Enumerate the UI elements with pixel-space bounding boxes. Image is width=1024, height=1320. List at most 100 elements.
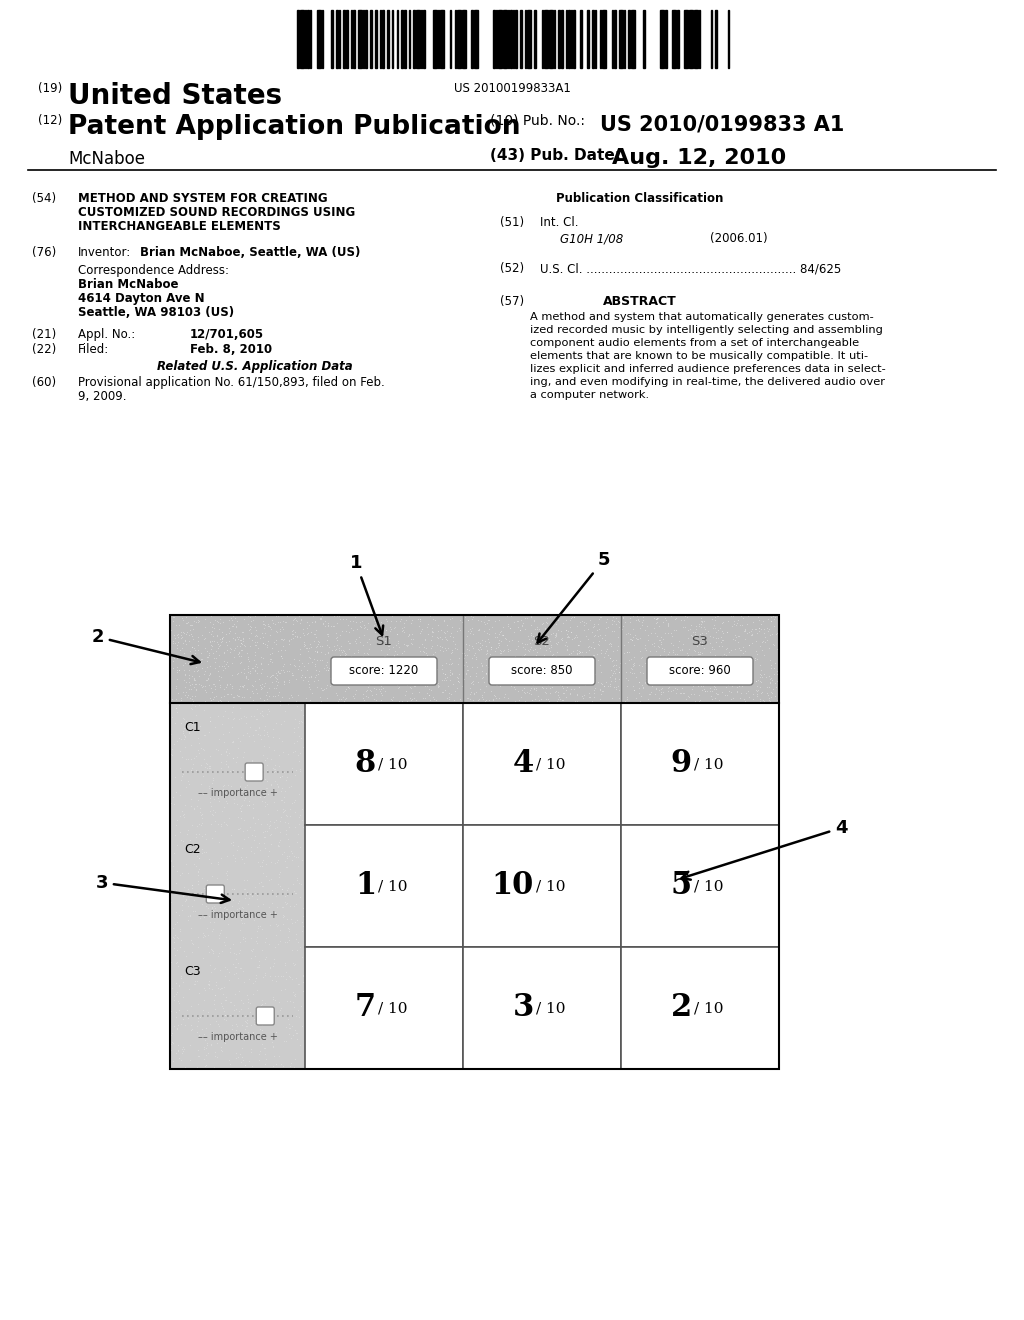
Point — [523, 684, 540, 705]
Point — [603, 634, 620, 655]
Point — [278, 804, 294, 825]
Point — [233, 632, 250, 653]
Point — [477, 606, 494, 627]
Point — [558, 686, 574, 708]
Point — [171, 975, 187, 997]
Point — [196, 924, 212, 945]
Point — [245, 657, 261, 678]
Point — [292, 639, 308, 660]
Point — [257, 820, 273, 841]
Point — [193, 1006, 209, 1027]
Point — [249, 626, 265, 647]
Point — [438, 628, 455, 649]
Text: 2: 2 — [671, 993, 692, 1023]
Point — [596, 676, 612, 697]
Point — [175, 729, 191, 750]
Point — [197, 628, 213, 649]
Point — [715, 611, 731, 632]
Point — [552, 689, 568, 710]
Bar — [614, 11, 615, 69]
Point — [562, 656, 579, 677]
Point — [210, 851, 226, 873]
Point — [204, 828, 220, 849]
Point — [663, 664, 679, 685]
Point — [539, 607, 555, 628]
Point — [703, 639, 720, 660]
Point — [659, 659, 676, 680]
Point — [211, 609, 227, 630]
Point — [580, 618, 596, 639]
Point — [210, 945, 226, 966]
Point — [710, 619, 726, 640]
Point — [543, 636, 559, 657]
Point — [207, 609, 223, 630]
Point — [232, 730, 249, 751]
Point — [231, 652, 248, 673]
Point — [395, 612, 412, 634]
Point — [307, 640, 324, 661]
Point — [219, 958, 236, 979]
Point — [228, 685, 245, 706]
Point — [734, 615, 751, 636]
Point — [213, 714, 229, 735]
Point — [502, 665, 518, 686]
Point — [289, 730, 305, 751]
Point — [169, 834, 185, 855]
Bar — [316, 11, 318, 69]
Point — [226, 647, 243, 668]
Point — [756, 664, 772, 685]
Point — [484, 648, 501, 669]
Point — [289, 870, 305, 891]
Point — [690, 676, 707, 697]
Point — [312, 607, 329, 628]
Point — [244, 1015, 260, 1036]
Point — [566, 690, 583, 711]
Point — [626, 675, 642, 696]
Point — [586, 626, 602, 647]
Point — [307, 636, 324, 657]
Point — [213, 743, 229, 764]
Point — [378, 668, 394, 689]
Point — [701, 681, 718, 702]
Bar — [549, 11, 551, 69]
Point — [526, 678, 543, 700]
Point — [290, 846, 306, 867]
Point — [617, 623, 634, 644]
Bar — [581, 11, 582, 69]
Point — [397, 656, 414, 677]
Point — [603, 636, 620, 657]
Point — [645, 661, 662, 682]
Point — [628, 627, 644, 648]
Point — [768, 692, 784, 713]
Point — [231, 636, 248, 657]
Point — [589, 619, 605, 640]
Point — [442, 643, 459, 664]
Point — [236, 1030, 252, 1051]
Point — [754, 681, 770, 702]
Point — [435, 663, 452, 684]
Point — [430, 675, 446, 696]
Point — [516, 643, 532, 664]
Point — [597, 630, 613, 651]
Point — [695, 663, 712, 684]
Point — [301, 677, 317, 698]
Point — [374, 623, 390, 644]
Point — [262, 651, 279, 672]
Point — [592, 607, 608, 628]
Point — [472, 636, 488, 657]
Point — [558, 610, 574, 631]
Point — [166, 927, 182, 948]
Point — [225, 999, 242, 1020]
Point — [329, 627, 345, 648]
Point — [189, 611, 206, 632]
Point — [419, 653, 435, 675]
Bar — [387, 11, 389, 69]
Point — [524, 664, 541, 685]
Point — [585, 652, 601, 673]
Point — [540, 626, 556, 647]
Point — [202, 711, 218, 733]
Point — [287, 764, 303, 785]
Point — [215, 983, 231, 1005]
Point — [183, 636, 200, 657]
Point — [219, 635, 236, 656]
